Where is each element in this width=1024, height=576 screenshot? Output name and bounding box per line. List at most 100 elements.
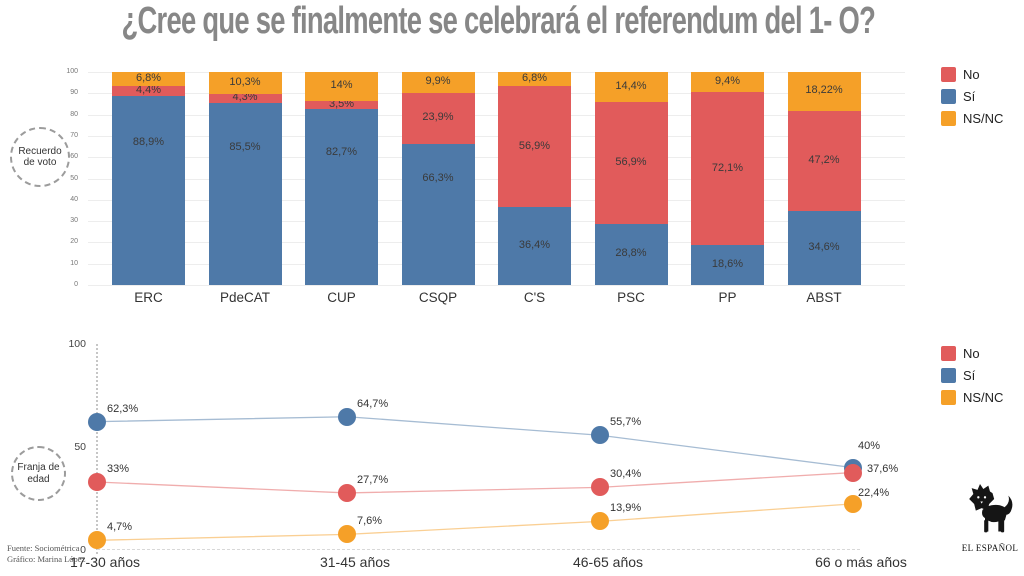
bar-value-label: 9,9% [425,75,451,88]
group-label-recuerdo-de-voto: Recuerdo de voto [10,127,70,187]
data-point-NS/NC [88,531,106,550]
data-point-Sí [338,407,356,426]
bar-value-label: 34,6% [808,241,840,254]
legend-item-No: No [941,67,1003,82]
x-axis-label: PSC [617,290,645,305]
credit-text: Gráfico: Marina López [7,554,86,565]
gridline [88,285,905,286]
gridline [88,242,905,244]
group-label-franja-de-edad: Franja de edad [11,446,66,501]
gridline [88,178,905,180]
data-point-Sí [591,426,609,445]
y-axis-tick: 90 [70,89,78,97]
legend-item-No: No [941,346,1003,361]
bar-value-label: 28,8% [615,247,647,260]
bar-value-label: 88,9% [132,135,165,148]
zero-baseline [97,549,860,550]
bar-value-label: 4,4% [135,83,162,96]
bar-segment-NS/NC: 9,4% [691,71,764,92]
gridline [88,72,905,73]
legend-top: No Sí NS/NC [941,67,1003,133]
legend-item-Sí: Sí [941,89,1003,104]
source-credit: Fuente: Sociométrica Gráfico: Marina Lóp… [7,543,85,565]
lion-icon [969,484,1013,533]
legend-swatch-icon [941,111,956,126]
legend-item-NS/NC: NS/NC [941,390,1003,405]
gridline [88,93,905,95]
bar-segment-NS/NC: 18,22% [787,71,861,111]
bar-segment-No: 56,9% [498,86,571,208]
bar-segment-NS/NC: 6,8% [498,71,571,87]
point-value-label: 62,3% [107,402,139,415]
bar-segment-Sí: 82,7% [305,108,378,285]
x-axis-label: CSQP [418,290,458,305]
bar-segment-Sí: 66,3% [401,143,475,285]
bar-segment-No: 4,3% [208,91,282,103]
logo-wordmark: EL ESPAÑOL [961,543,1019,553]
y-axis-tick: 40 [70,195,78,203]
y-axis-line [96,344,98,554]
legend-swatch-icon [941,67,956,82]
y-axis-tick: 0 [80,544,86,556]
data-point-NS/NC [844,494,862,513]
bar-value-label: 56,9% [518,139,551,152]
legend-label: Sí [963,368,976,383]
x-axis-label: 17-30 años [69,554,141,570]
legend-label: Sí [963,89,976,104]
bar-segment-NS/NC: 10,3% [208,71,282,94]
bar-value-label: 56,9% [615,156,647,169]
bar-value-label: 18,22% [805,84,843,97]
data-point-No [88,473,106,492]
bar-value-label: 18,6% [711,258,744,271]
y-axis-tick: 100 [68,338,86,350]
legend-swatch-icon [941,346,956,361]
point-value-label: 22,4% [858,486,890,499]
trend-line-No [96,471,854,494]
bar-segment-Sí: 88,9% [112,95,185,285]
point-value-label: 40% [858,439,881,452]
trend-line-NS/NC [96,503,854,541]
bar-value-label: 66,3% [422,172,454,185]
legend-swatch-icon [941,368,956,383]
bar-segment-No: 4,4% [112,83,185,96]
bar-segment-No: 3,5% [305,98,378,110]
legend-label: NS/NC [963,390,1004,405]
point-value-label: 37,6% [867,462,899,475]
bar-segment-Sí: 85,5% [208,102,282,285]
bar-value-label: 82,7% [325,145,358,158]
y-axis-tick: 50 [70,174,78,182]
y-axis-tick: 100 [66,68,78,75]
y-axis-tick: 30 [70,217,78,225]
legend-bottom: No Sí NS/NC [941,346,1003,412]
y-axis-tick: 80 [70,110,78,118]
gridline [88,157,905,159]
x-axis-label: PdeCAT [219,290,271,305]
gridline [88,199,905,201]
point-value-label: 55,7% [610,416,642,429]
gridline [88,135,905,137]
bar-segment-Sí: 28,8% [594,223,668,285]
bar-value-label: 23,9% [422,111,454,124]
point-value-label: 7,6% [357,515,383,528]
bar-segment-No: 72,1% [691,91,764,246]
x-axis-label: PP [718,290,737,305]
legend-label: No [963,67,980,82]
group-label-text: Recuerdo de voto [18,145,62,169]
y-axis-tick: 70 [70,131,78,139]
point-value-label: 33% [107,463,130,476]
bar-segment-No: 23,9% [401,92,475,144]
gridline [88,263,905,265]
legend-swatch-icon [941,390,956,405]
bar-value-label: 85,5% [229,141,261,154]
bar-value-label: 10,3% [229,75,261,88]
bar-value-label: 47,2% [808,154,840,167]
data-point-No [844,463,862,482]
point-value-label: 13,9% [610,502,642,515]
bar-value-label: 9,4% [714,74,741,87]
legend-item-Sí: Sí [941,368,1003,383]
x-axis-label: 31-45 años [319,554,391,570]
point-value-label: 64,7% [357,397,389,410]
gridline [88,221,905,223]
point-value-label: 27,7% [357,473,389,486]
